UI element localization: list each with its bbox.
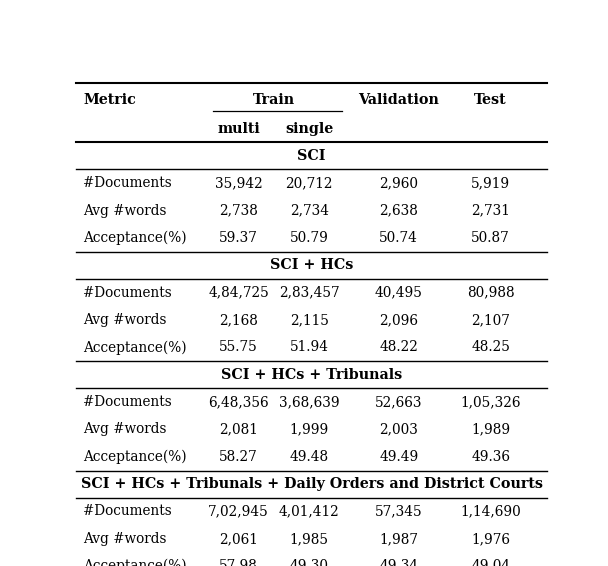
Text: 50.74: 50.74: [379, 231, 418, 245]
Text: 2,731: 2,731: [471, 204, 510, 218]
Text: Train: Train: [253, 93, 295, 107]
Text: 2,738: 2,738: [219, 204, 258, 218]
Text: 1,989: 1,989: [471, 422, 510, 436]
Text: Validation: Validation: [358, 93, 439, 107]
Text: SCI: SCI: [297, 149, 326, 163]
Text: 2,081: 2,081: [219, 422, 258, 436]
Text: Avg #words: Avg #words: [83, 313, 167, 327]
Text: 50.87: 50.87: [471, 231, 510, 245]
Text: 1,05,326: 1,05,326: [460, 395, 521, 409]
Text: Avg #words: Avg #words: [83, 422, 167, 436]
Text: 50.79: 50.79: [290, 231, 329, 245]
Text: #Documents: #Documents: [83, 395, 172, 409]
Text: Avg #words: Avg #words: [83, 204, 167, 218]
Text: #Documents: #Documents: [83, 286, 172, 299]
Text: 59.37: 59.37: [219, 231, 258, 245]
Text: Acceptance(%): Acceptance(%): [83, 231, 187, 245]
Text: 2,168: 2,168: [219, 313, 258, 327]
Text: 2,638: 2,638: [379, 204, 418, 218]
Text: 49.34: 49.34: [379, 559, 418, 566]
Text: 1,14,690: 1,14,690: [460, 504, 521, 518]
Text: 35,942: 35,942: [215, 176, 263, 190]
Text: Avg #words: Avg #words: [83, 532, 167, 546]
Text: multi: multi: [217, 122, 260, 136]
Text: Test: Test: [474, 93, 507, 107]
Text: 52,663: 52,663: [375, 395, 423, 409]
Text: 2,107: 2,107: [471, 313, 510, 327]
Text: 2,83,457: 2,83,457: [279, 286, 339, 299]
Text: 57,345: 57,345: [375, 504, 423, 518]
Text: 7,02,945: 7,02,945: [208, 504, 269, 518]
Text: 55.75: 55.75: [219, 341, 258, 354]
Text: 1,985: 1,985: [290, 532, 329, 546]
Text: 1,987: 1,987: [379, 532, 418, 546]
Text: 57.98: 57.98: [219, 559, 258, 566]
Text: 58.27: 58.27: [219, 450, 258, 464]
Text: single: single: [285, 122, 333, 136]
Text: Acceptance(%): Acceptance(%): [83, 450, 187, 464]
Text: 20,712: 20,712: [286, 176, 333, 190]
Text: 3,68,639: 3,68,639: [279, 395, 339, 409]
Text: #Documents: #Documents: [83, 176, 172, 190]
Text: 51.94: 51.94: [290, 341, 329, 354]
Text: Acceptance(%): Acceptance(%): [83, 559, 187, 566]
Text: 4,84,725: 4,84,725: [208, 286, 269, 299]
Text: 40,495: 40,495: [375, 286, 423, 299]
Text: 48.25: 48.25: [471, 341, 510, 354]
Text: 2,960: 2,960: [379, 176, 418, 190]
Text: 2,734: 2,734: [290, 204, 329, 218]
Text: 5,919: 5,919: [471, 176, 510, 190]
Text: Metric: Metric: [83, 93, 136, 107]
Text: 80,988: 80,988: [467, 286, 514, 299]
Text: 4,01,412: 4,01,412: [279, 504, 340, 518]
Text: 6,48,356: 6,48,356: [209, 395, 269, 409]
Text: 1,976: 1,976: [471, 532, 510, 546]
Text: SCI + HCs: SCI + HCs: [270, 258, 353, 272]
Text: 49.49: 49.49: [379, 450, 418, 464]
Text: 2,003: 2,003: [379, 422, 418, 436]
Text: 49.04: 49.04: [471, 559, 510, 566]
Text: 2,115: 2,115: [290, 313, 329, 327]
Text: 1,999: 1,999: [289, 422, 329, 436]
Text: 48.22: 48.22: [379, 341, 418, 354]
Text: 49.48: 49.48: [289, 450, 329, 464]
Text: SCI + HCs + Tribunals + Daily Orders and District Courts: SCI + HCs + Tribunals + Daily Orders and…: [81, 477, 542, 491]
Text: #Documents: #Documents: [83, 504, 172, 518]
Text: 2,061: 2,061: [219, 532, 258, 546]
Text: Acceptance(%): Acceptance(%): [83, 340, 187, 355]
Text: 2,096: 2,096: [379, 313, 418, 327]
Text: 49.36: 49.36: [471, 450, 510, 464]
Text: 49.30: 49.30: [290, 559, 329, 566]
Text: SCI + HCs + Tribunals: SCI + HCs + Tribunals: [221, 368, 402, 381]
